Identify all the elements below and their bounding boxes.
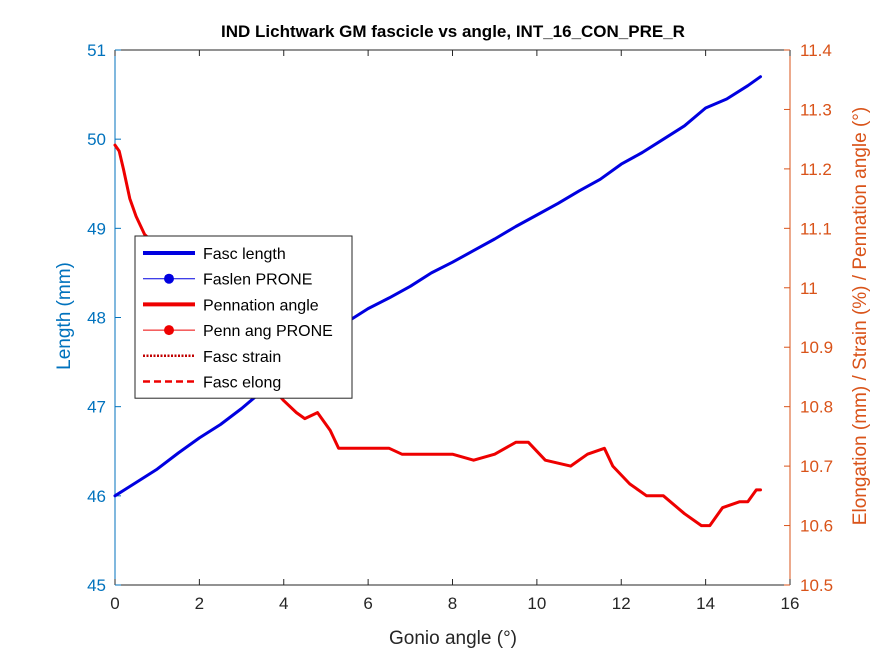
y-right-axis-label: Elongation (mm) / Strain (%) / Pennation…	[850, 107, 871, 525]
legend: Fasc length Faslen PRONE Pennation angle Pe…	[134, 235, 353, 399]
y-right-tick-label: 11.1	[800, 219, 832, 238]
y-left-tick-label: 46	[87, 487, 106, 506]
y-right-tick-label: 11.2	[800, 160, 832, 179]
y-left-axis-label: Length (mm)	[54, 262, 75, 370]
y-right-tick-label: 11.4	[800, 41, 832, 60]
y-left-tick-label: 48	[87, 309, 106, 328]
x-tick-label: 16	[781, 594, 800, 613]
y-right-tick-label: 10.6	[800, 517, 833, 536]
y-left-tick-label: 50	[87, 130, 106, 149]
x-tick-label: 4	[279, 594, 288, 613]
legend-entry-label: Penn ang PRONE	[203, 323, 333, 340]
legend-entry-label: Fasc length	[203, 246, 286, 263]
y-right-tick-label: 10.9	[800, 338, 833, 357]
chart-title: IND Lichtwark GM fascicle vs angle, INT_…	[221, 22, 685, 41]
y-right-tick-label: 11.3	[800, 100, 832, 119]
y-left-tick-label: 49	[87, 219, 106, 238]
legend-entry-label: Pennation angle	[203, 297, 319, 314]
y-right-tick-label: 10.8	[800, 398, 833, 417]
legend-swatch-marker	[164, 325, 174, 336]
x-tick-label: 10	[527, 594, 546, 613]
x-tick-label: 8	[448, 594, 457, 613]
x-tick-label: 6	[363, 594, 372, 613]
legend-entry-label: Fasc strain	[203, 349, 281, 366]
y-left-tick-label: 47	[87, 398, 106, 417]
y-right-tick-label: 10.7	[800, 457, 833, 476]
x-tick-label: 2	[195, 594, 204, 613]
x-tick-label: 12	[612, 594, 631, 613]
legend-entry-label: Faslen PRONE	[203, 272, 312, 289]
legend-entry-label: Fasc elong	[203, 375, 281, 392]
x-tick-label: 14	[696, 594, 715, 613]
y-left-tick-label: 51	[87, 41, 106, 60]
fasc-length-series-line	[113, 75, 762, 498]
legend-swatch-marker	[164, 273, 174, 284]
x-axis-label: Gonio angle (°)	[389, 628, 517, 649]
legend-box	[134, 235, 353, 399]
x-tick-label: 0	[110, 594, 119, 613]
axes: 0 2 4 6 8 10 12 14 164546474849505110.510.610.71…	[87, 41, 833, 613]
y-right-tick-label: 11	[800, 279, 818, 298]
y-left-tick-label: 45	[87, 576, 106, 595]
y-right-tick-label: 10.5	[800, 576, 833, 595]
